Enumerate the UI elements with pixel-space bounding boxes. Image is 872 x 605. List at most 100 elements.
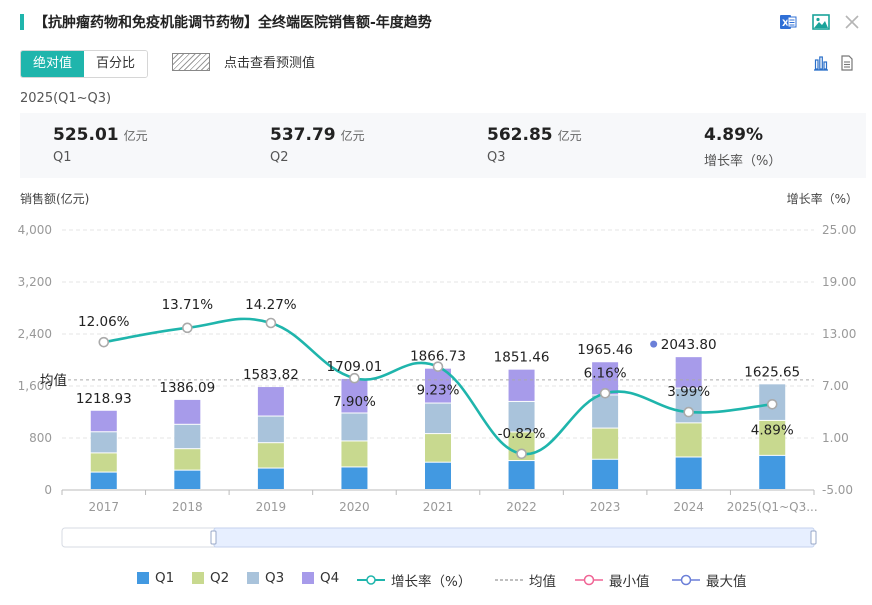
x-tick-label: 2020 bbox=[339, 500, 370, 514]
document-icon[interactable] bbox=[838, 54, 856, 72]
y-axis-title: 销售额(亿元) bbox=[20, 191, 89, 206]
bar-q4 bbox=[90, 410, 117, 432]
y-right-axis-title: 增长率（%） bbox=[787, 191, 858, 206]
growth-rate-point bbox=[349, 372, 360, 384]
legend-item-max[interactable]: 最大值 bbox=[672, 570, 747, 590]
y-tick-label: 4,000 bbox=[18, 223, 52, 237]
tab-absolute[interactable]: 绝对值 bbox=[21, 51, 85, 77]
legend-item-q2[interactable]: Q2 bbox=[192, 570, 229, 586]
chart-area: 销售额(亿元) 增长率（%） 0 800 1,600 2,400 3,200 4,000 -5.… bbox=[0, 184, 872, 568]
bar-q1 bbox=[425, 462, 451, 489]
growth-rate-point bbox=[98, 336, 110, 348]
legend-item-growth[interactable]: 增长率（%） bbox=[357, 570, 471, 590]
x-tick-label: 2025(Q1~Q3... bbox=[727, 500, 818, 514]
y-right-tick-label: 13.00 bbox=[822, 327, 856, 341]
legend-swatch-q2 bbox=[192, 572, 204, 584]
legend-item-min[interactable]: 最小值 bbox=[575, 570, 650, 590]
bar-total-label: 1851.46 bbox=[494, 350, 550, 366]
legend-item-q1[interactable]: Q1 bbox=[137, 570, 174, 586]
bar-total-label: 1218.93 bbox=[76, 391, 132, 407]
x-tick-label: 2019 bbox=[256, 500, 287, 514]
close-icon[interactable] bbox=[842, 12, 862, 32]
chart-header: 【抗肿瘤药物和免疫机能调节药物】全终端医院销售额-年度趋势 X bbox=[0, 0, 872, 44]
period-label: 2025(Q1~Q3) bbox=[20, 91, 112, 106]
bar-total-label: 1709.01 bbox=[327, 359, 383, 375]
summary-unit: 亿元 bbox=[557, 129, 582, 143]
summary-unit: 亿元 bbox=[123, 129, 148, 143]
bar-total-label: 1866.73 bbox=[410, 349, 466, 365]
bar-q2 bbox=[90, 453, 117, 472]
bar-q1 bbox=[257, 468, 284, 489]
legend-item-q3[interactable]: Q3 bbox=[247, 570, 284, 586]
legend-item-q4[interactable]: Q4 bbox=[302, 570, 339, 586]
bar-q3 bbox=[508, 401, 535, 432]
bar-q2 bbox=[257, 443, 284, 468]
x-tick-label: 2024 bbox=[673, 500, 704, 514]
legend-label: 最大值 bbox=[706, 574, 747, 590]
summary-value: 525.01 亿元 bbox=[53, 125, 148, 145]
mean-line-label: 均值 bbox=[40, 373, 67, 389]
chart-title: 【抗肿瘤药物和免疫机能调节药物】全终端医院销售额-年度趋势 bbox=[34, 15, 432, 31]
growth-rate-label: 7.90% bbox=[333, 394, 376, 410]
bar-total-label: 1625.65 bbox=[744, 364, 800, 380]
tab-percent[interactable]: 百分比 bbox=[84, 51, 148, 77]
forecast-toggle[interactable]: 点击查看预测值 bbox=[172, 52, 315, 71]
bar-q4 bbox=[341, 378, 368, 413]
legend-label: 最小值 bbox=[609, 574, 650, 590]
x-tick-label: 2022 bbox=[506, 500, 537, 514]
y-tick-label: 3,200 bbox=[18, 275, 52, 289]
y-right-tick-label: 7.00 bbox=[822, 379, 849, 393]
x-tick-label: 2017 bbox=[89, 500, 120, 514]
summary-value: 562.85 亿元 bbox=[487, 125, 582, 145]
summary-label: 增长率（%） bbox=[704, 154, 782, 169]
legend-swatch-q3 bbox=[247, 572, 259, 584]
bar-total-label: 2043.80 bbox=[661, 337, 717, 353]
bar-q4 bbox=[425, 368, 451, 403]
bar-q1 bbox=[90, 472, 117, 489]
growth-rate-point bbox=[766, 398, 778, 410]
bar-q4 bbox=[675, 357, 702, 388]
growth-rate-point bbox=[182, 322, 193, 334]
chart-legend: Q1 Q2 Q3 Q4 增长率（%） 均值 最小值 bbox=[0, 568, 872, 590]
bar-total-label: 1386.09 bbox=[159, 380, 215, 396]
bar-q3 bbox=[341, 413, 368, 441]
bar-q3 bbox=[592, 395, 619, 428]
growth-rate-label: 6.16% bbox=[584, 365, 627, 381]
growth-rate-label: 12.06% bbox=[78, 314, 130, 330]
summary-card-q2: 537.79 亿元 Q2 bbox=[270, 125, 365, 165]
summary-value: 4.89% bbox=[704, 125, 781, 145]
image-export-icon[interactable] bbox=[811, 12, 831, 32]
bar-q1 bbox=[508, 461, 535, 489]
bar-q1 bbox=[675, 457, 702, 489]
summary-value: 537.79 亿元 bbox=[270, 125, 365, 145]
x-tick-label: 2018 bbox=[172, 500, 203, 514]
max-value-marker bbox=[650, 340, 658, 348]
y-right-tick-label: 1.00 bbox=[822, 431, 849, 445]
legend-swatch-max bbox=[672, 574, 700, 586]
zoom-slider-right-handle[interactable] bbox=[810, 530, 817, 545]
y-tick-label: 1,600 bbox=[18, 379, 52, 393]
bar-q1 bbox=[759, 455, 786, 489]
bar-q2 bbox=[759, 420, 786, 455]
legend-swatch-min bbox=[575, 574, 603, 586]
bar-q4 bbox=[508, 369, 535, 401]
bar-total-label: 1965.46 bbox=[577, 342, 633, 358]
bar-q1 bbox=[174, 470, 201, 489]
legend-swatch-q4 bbox=[302, 572, 314, 584]
legend-item-mean[interactable]: 均值 bbox=[495, 570, 556, 590]
summary-number: 562.85 bbox=[487, 125, 553, 145]
legend-label: Q2 bbox=[210, 570, 230, 586]
bar-q1 bbox=[592, 459, 619, 489]
bar-q1 bbox=[341, 467, 368, 489]
bar-chart-icon[interactable] bbox=[812, 54, 830, 72]
bar-q4 bbox=[257, 387, 284, 416]
legend-swatch-mean bbox=[495, 579, 523, 581]
summary-card-q3: 562.85 亿元 Q3 bbox=[487, 125, 582, 165]
summary-number: 525.01 bbox=[53, 125, 119, 145]
summary-number: 537.79 bbox=[270, 125, 336, 145]
value-mode-toggle: 绝对值 百分比 bbox=[20, 50, 149, 78]
excel-export-icon[interactable]: X bbox=[778, 12, 798, 32]
y-tick-label: 800 bbox=[29, 431, 52, 445]
zoom-slider-left-handle[interactable] bbox=[210, 530, 217, 545]
bar-q4 bbox=[174, 399, 201, 424]
